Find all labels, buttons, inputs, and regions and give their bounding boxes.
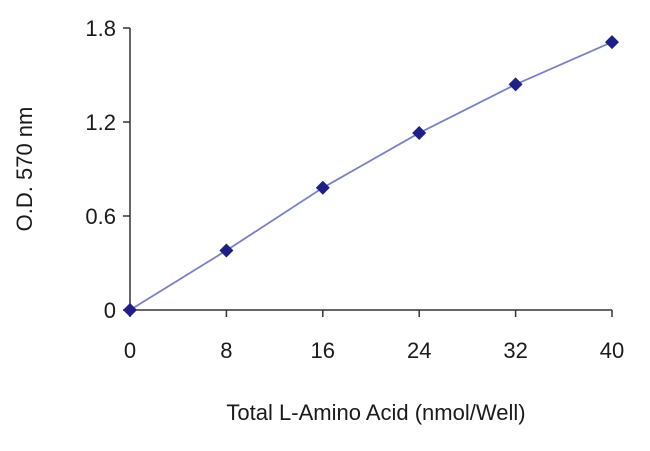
y-tick-label: 1.8 (85, 16, 116, 41)
data-point (123, 303, 137, 317)
data-point (412, 125, 427, 140)
series-line (129, 41, 613, 311)
y-tick-label: 0.6 (85, 204, 116, 229)
y-tick-label: 1.2 (85, 110, 116, 135)
x-ticks: 0 8 16 24 32 40 (124, 310, 624, 363)
data-point (508, 77, 523, 92)
data-point (315, 180, 330, 195)
x-tick-label: 32 (503, 338, 527, 363)
x-tick-label: 24 (407, 338, 431, 363)
x-tick-label: 8 (220, 338, 232, 363)
y-ticks: 0 0.6 1.2 1.8 (85, 16, 130, 323)
x-tick-label: 40 (600, 338, 624, 363)
x-tick-label: 0 (124, 338, 136, 363)
x-tick-label: 16 (311, 338, 335, 363)
y-axis-title: O.D. 570 nm (12, 107, 37, 232)
y-tick-label: 0 (104, 298, 116, 323)
series-layer (123, 35, 619, 317)
axes (129, 28, 612, 311)
data-point (605, 35, 619, 50)
x-axis-title: Total L-Amino Acid (nmol/Well) (226, 400, 525, 425)
data-point (219, 243, 234, 258)
